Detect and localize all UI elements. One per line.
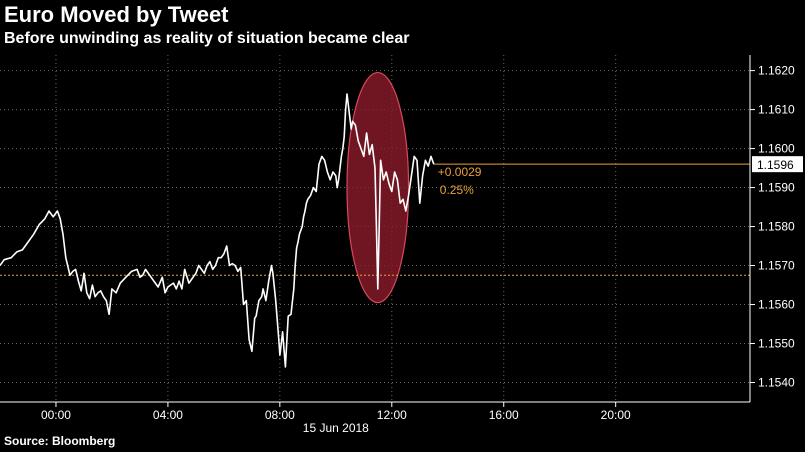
last-price-tag-label: 1.1596 (757, 158, 794, 172)
x-tick-label: 00:00 (41, 408, 71, 422)
x-tick-label: 08:00 (265, 408, 295, 422)
y-tick-label: 1.1590 (758, 181, 795, 195)
y-tick-label: 1.1540 (758, 376, 795, 390)
last-price-tag (752, 156, 803, 173)
x-tick-label: 04:00 (153, 408, 183, 422)
y-tick-label: 1.1610 (758, 103, 795, 117)
y-tick-label: 1.1620 (758, 64, 795, 78)
x-tick-label: 12:00 (377, 408, 407, 422)
highlight-ellipse (346, 71, 410, 304)
date-label: 15 Jun 2018 (303, 421, 369, 435)
chart-subtitle: Before unwinding as reality of situation… (4, 30, 410, 47)
x-tick-label: 20:00 (601, 408, 631, 422)
chart-title: Euro Moved by Tweet (4, 2, 229, 27)
y-tick-label: 1.1560 (758, 298, 795, 312)
y-tick-label: 1.1580 (758, 220, 795, 234)
price-series-line (0, 93, 435, 368)
y-tick-label: 1.1550 (758, 337, 795, 351)
change-percent-label: 0.25% (440, 183, 474, 197)
source-note: Source: Bloomberg (4, 434, 116, 448)
change-value-label: +0.0029 (438, 165, 482, 179)
x-tick-label: 16:00 (489, 408, 519, 422)
y-tick-label: 1.1570 (758, 259, 795, 273)
y-tick-label: 1.1600 (758, 142, 795, 156)
